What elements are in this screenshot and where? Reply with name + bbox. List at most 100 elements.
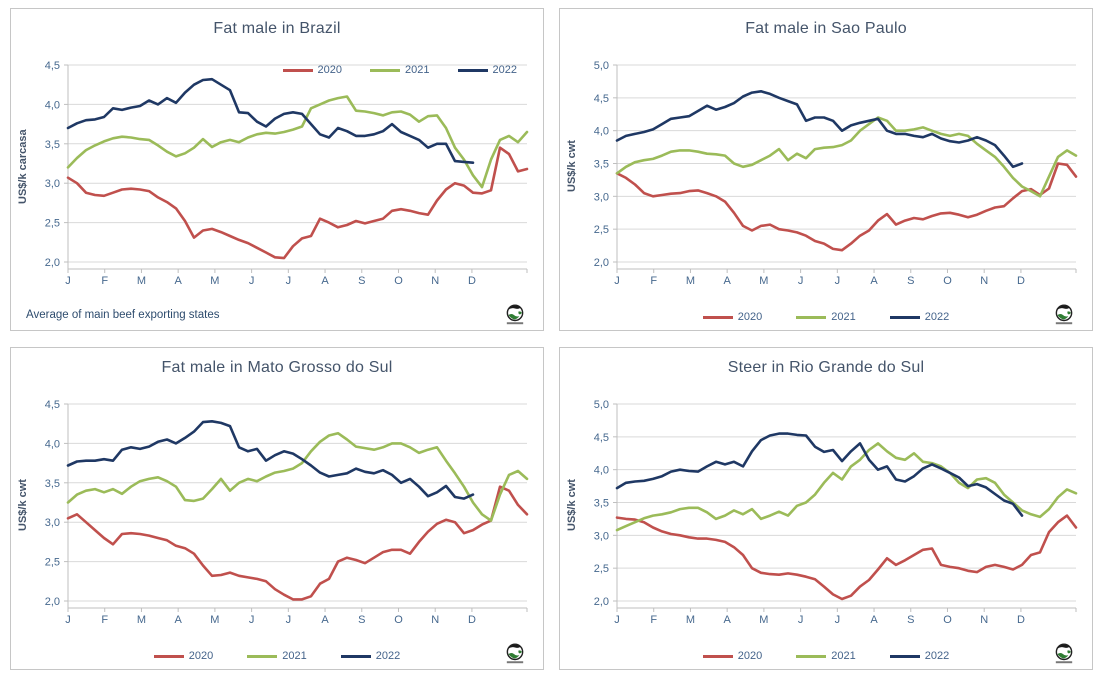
legend-swatch-2021	[796, 654, 827, 658]
legend-label-2021: 2021	[831, 311, 856, 323]
legend-label-2021: 2021	[831, 650, 856, 662]
x-tick-label: F	[650, 614, 657, 626]
y-tick-label: 4,0	[45, 438, 60, 450]
x-tick-label: A	[723, 614, 731, 626]
y-tick-label: 2,5	[594, 224, 609, 236]
y-tick-label: 4,0	[594, 465, 609, 477]
legend-swatch-2022	[889, 315, 920, 319]
legend-label-2020: 2020	[737, 311, 763, 323]
legend: 2020 2021 2022	[11, 650, 543, 662]
x-tick-label: O	[394, 275, 403, 287]
chart-panel-sao-paulo: Fat male in Sao Paulo US$/k cwt 5,0 4,5 4,…	[559, 8, 1093, 331]
x-tick-label: M	[759, 275, 768, 287]
globe-icon	[506, 643, 524, 664]
y-tick-labels: 5,0 4,5 4,0 3,5 3,0 2,5 2,0	[594, 399, 609, 608]
legend: 2020 2021 2022	[282, 64, 517, 76]
legend: 2020 2021 2022	[560, 311, 1092, 323]
plot-area: 5,0 4,5 4,0 3,5 3,0 2,5 2,0 J F M A M J J A S O N D	[594, 60, 1078, 287]
y-tick-label: 5,0	[594, 399, 609, 411]
x-tick-label: M	[137, 614, 146, 626]
legend-label-2022: 2022	[924, 311, 950, 323]
x-tick-label: J	[65, 275, 71, 287]
x-tick-label: J	[249, 275, 255, 287]
y-tick-label: 3,0	[594, 191, 609, 203]
y-tick-label: 4,5	[45, 60, 60, 72]
x-tick-label: M	[210, 275, 219, 287]
x-tick-label: A	[870, 275, 878, 287]
series-line-2022	[66, 420, 475, 500]
x-tick-label: D	[1017, 275, 1025, 287]
plot-area: 5,0 4,5 4,0 3,5 3,0 2,5 2,0 J F M A M J J A S O N D	[594, 399, 1078, 626]
series-line-2020	[66, 146, 529, 260]
legend-label-2022: 2022	[924, 650, 950, 662]
y-tick-label: 2,0	[594, 596, 609, 608]
legend-swatch-2020	[702, 654, 733, 658]
legend-item-2022: 2022	[889, 650, 950, 662]
globe-logo	[1052, 643, 1076, 664]
y-tick-label: 2,0	[45, 596, 60, 608]
legend-item-2020: 2020	[153, 650, 213, 662]
y-tick-label: 2,5	[45, 218, 60, 230]
gridlines	[64, 403, 527, 602]
globe-logo	[503, 643, 527, 664]
series-line-2022	[66, 77, 475, 164]
legend-label-2022: 2022	[375, 650, 401, 662]
legend-swatch-2022	[457, 68, 488, 72]
x-tick-label: S	[358, 275, 365, 287]
x-tick-label: J	[798, 275, 804, 287]
series-line-2021	[66, 95, 529, 189]
globe-icon	[506, 304, 524, 325]
x-tick-label: M	[137, 275, 146, 287]
y-tick-label: 3,0	[45, 178, 60, 190]
legend-swatch-2022	[889, 654, 920, 658]
y-tick-label: 5,0	[594, 60, 609, 72]
legend-swatch-2021	[370, 68, 401, 72]
x-tick-label: N	[980, 614, 988, 626]
x-tick-label: M	[686, 275, 695, 287]
y-tick-label: 4,5	[45, 399, 60, 411]
plot-area: 4,5 4,0 3,5 3,0 2,5 2,0 J F M A M J J A S O N D	[45, 60, 529, 287]
y-tick-label: 2,5	[45, 557, 60, 569]
globe-logo	[503, 304, 527, 325]
series-line-2022	[615, 90, 1024, 169]
x-tick-label: S	[358, 614, 365, 626]
legend-item-2021: 2021	[796, 311, 856, 323]
y-tick-label: 3,5	[594, 159, 609, 171]
legend-item-2022: 2022	[457, 64, 517, 76]
legend-item-2022: 2022	[889, 311, 950, 323]
x-tick-label: D	[1017, 614, 1025, 626]
x-tick-label: D	[468, 614, 476, 626]
x-tick-label: J	[798, 614, 804, 626]
y-tick-label: 4,5	[594, 93, 609, 105]
y-tick-label: 3,5	[45, 139, 60, 151]
y-tick-label: 4,0	[45, 99, 60, 111]
legend-swatch-2020	[702, 315, 733, 319]
x-tick-label: M	[686, 614, 695, 626]
series-line-2021	[66, 431, 529, 522]
chart-title: Steer in Rio Grande do Sul	[727, 359, 925, 376]
legend-item-2020: 2020	[702, 311, 763, 323]
plot-area: 4,5 4,0 3,5 3,0 2,5 2,0 J F M A M J J A S O N D	[45, 399, 529, 626]
series-line-2021	[615, 442, 1078, 532]
x-tick-label: N	[431, 614, 439, 626]
y-tick-label: 3,0	[45, 517, 60, 529]
y-tick-label: 2,0	[594, 257, 609, 269]
y-tick-label: 4,5	[594, 432, 609, 444]
chart-title: Fat male in Sao Paulo	[745, 20, 907, 37]
x-tick-label: M	[210, 614, 219, 626]
x-tick-label: J	[286, 614, 292, 626]
y-tick-label: 3,5	[594, 498, 609, 510]
x-tick-label: N	[431, 275, 439, 287]
gridlines	[613, 64, 1076, 263]
legend-item-2021: 2021	[247, 650, 307, 662]
legend-label-2021: 2021	[405, 64, 430, 76]
x-tick-label: O	[394, 614, 403, 626]
axes	[67, 65, 527, 270]
legend: 2020 2021 2022	[560, 650, 1092, 662]
y-tick-label: 3,5	[45, 478, 60, 490]
legend-swatch-2020	[153, 654, 184, 658]
